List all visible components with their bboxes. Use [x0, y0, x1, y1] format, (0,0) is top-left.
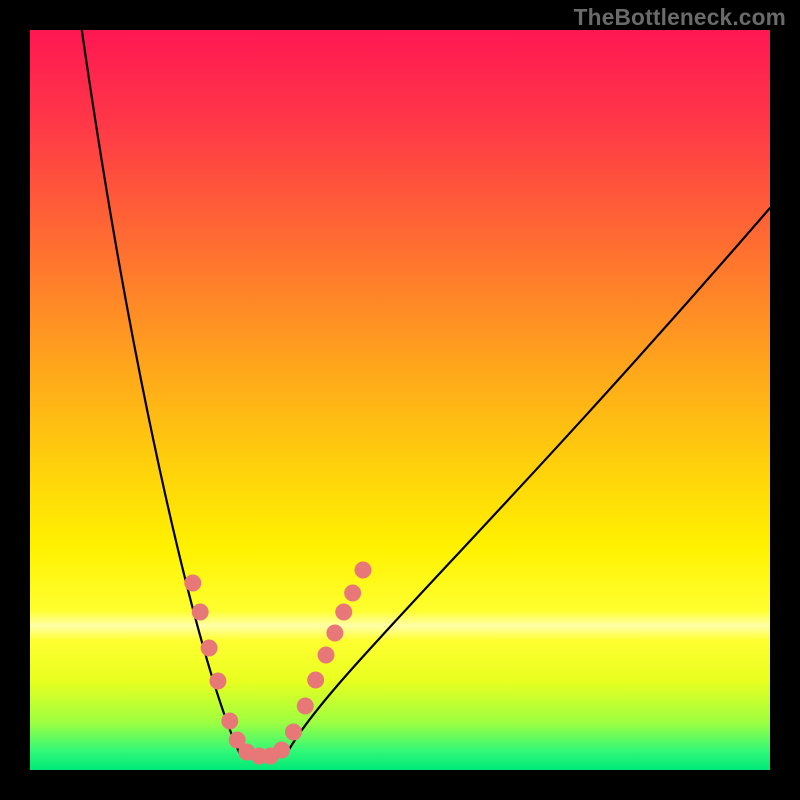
plot-svg — [30, 30, 770, 770]
data-marker — [192, 604, 209, 621]
data-marker — [285, 724, 302, 741]
data-marker — [184, 575, 201, 592]
gradient-background — [30, 30, 770, 770]
plot-area — [30, 30, 770, 770]
data-marker — [335, 604, 352, 621]
data-marker — [273, 742, 290, 759]
data-marker — [344, 585, 361, 602]
data-marker — [297, 698, 314, 715]
data-marker — [221, 713, 238, 730]
data-marker — [209, 673, 226, 690]
data-marker — [355, 562, 372, 579]
chart-frame: TheBottleneck.com — [0, 0, 800, 800]
data-marker — [326, 625, 343, 642]
data-marker — [201, 640, 218, 657]
data-marker — [318, 647, 335, 664]
data-marker — [307, 672, 324, 689]
watermark-text: TheBottleneck.com — [574, 4, 786, 31]
